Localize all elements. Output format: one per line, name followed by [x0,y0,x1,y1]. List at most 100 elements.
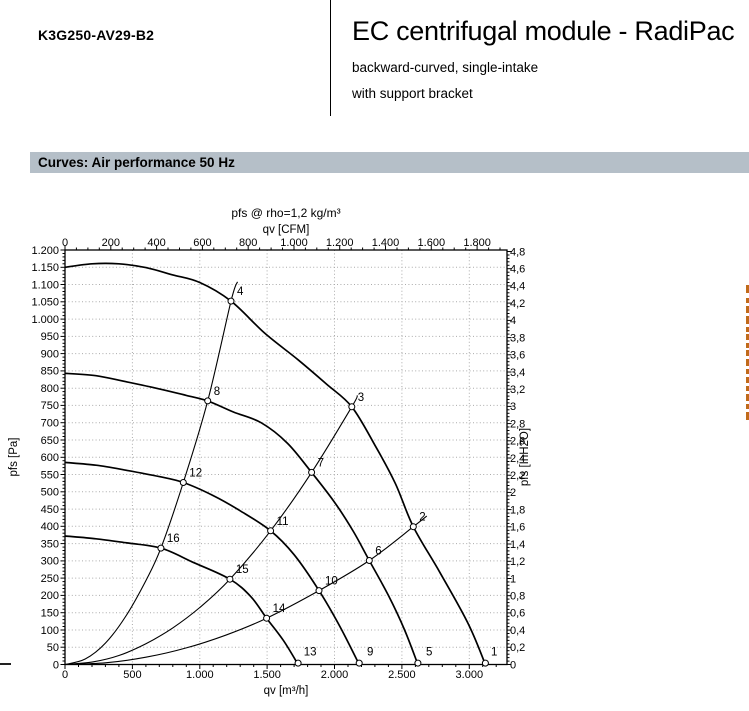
x-top-tick-label: 800 [239,237,257,249]
operating-point-4 [227,297,235,305]
free-delivery-point-5 [414,659,422,667]
operating-point-10 [315,587,323,595]
edge-mark-segment [746,316,749,324]
edge-mark-segment [746,386,749,391]
section-header-title: Curves: Air performance 50 Hz [38,155,235,170]
x-bottom-tick-label: 1.500 [253,669,281,681]
y-right-tick-label: 2,4 [510,453,525,465]
y-left-tick-label: 650 [41,435,59,447]
y-right-tick-label: 3 [510,401,516,413]
y-right-tick-label: 0,4 [510,625,525,637]
system-curve-b [64,395,358,666]
y-right-tick-label: 2,6 [510,436,525,448]
y-left-tick-label: 200 [41,590,59,602]
y-left-tick-label: 1.050 [31,297,59,309]
y-right-tick-label: 4,6 [510,264,525,276]
y-left-tick-label: 100 [41,625,59,637]
free-point-label-5: 5 [426,646,432,658]
operating-point-label-6: 6 [375,546,381,558]
system-curve-a [64,281,239,666]
x-top-axis-label: qv [CFM] [263,224,310,236]
y-left-tick-label: 500 [41,487,59,499]
operating-point-16 [157,544,165,552]
edge-mark-segment [746,369,749,374]
y-right-tick-label: 4,2 [510,298,525,310]
y-right-tick-label: 3,4 [510,367,525,379]
operating-point-label-7: 7 [318,457,324,469]
x-bottom-tick-label: 2.000 [321,669,349,681]
y-left-tick-label: 850 [41,366,59,378]
x-top-tick-label: 1.200 [326,237,354,249]
x-top-tick-label: 200 [102,237,120,249]
operating-point-3 [348,403,356,411]
operating-point-label-11: 11 [277,516,289,528]
y-right-tick-label: 3,6 [510,350,525,362]
y-left-tick-label: 800 [41,383,59,395]
y-right-tick-label: 3,8 [510,332,525,344]
y-right-tick-label: 1,6 [510,522,525,534]
model-number: K3G250-AV29-B2 [38,27,155,43]
x-top-tick-label: 1.600 [418,237,446,249]
y-left-tick-label: 1.100 [31,279,59,291]
x-top-tick-label: 1.800 [463,237,491,249]
header-divider [330,0,331,116]
y-left-tick-label: 350 [41,538,59,550]
y-right-tick-label: 2,2 [510,470,525,482]
edge-mark-segment [746,285,749,293]
y-right-tick-label: 4,4 [510,281,525,293]
operating-point-label-2: 2 [419,512,425,524]
operating-point-12 [179,479,187,486]
edge-mark-segment [746,359,749,366]
x-top-tick-label: 600 [193,237,211,249]
operating-point-11 [267,527,275,535]
y-right-tick-label: 1 [510,573,516,585]
x-top-tick-label: 0 [62,237,68,249]
y-right-tick-label: 2 [510,487,516,499]
fan-curve-max [64,262,487,665]
operating-point-label-3: 3 [358,392,364,404]
section-header-bar: Curves: Air performance 50 Hz [30,152,749,173]
operating-point-label-15: 15 [236,564,249,576]
y-left-axis-label: pfs [Pa] [8,438,20,477]
fan-curve-2 [64,372,419,665]
chart-title: pfs @ rho=1,2 kg/m³ [231,206,340,220]
y-left-tick-label: 300 [41,556,59,568]
y-left-tick-label: 150 [41,608,59,620]
y-left-tick-label: 550 [41,469,59,481]
operating-point-label-12: 12 [189,468,202,480]
y-left-tick-label: 900 [41,348,59,360]
left-crop-mark [0,663,11,665]
y-left-tick-label: 1.000 [31,314,59,326]
operating-point-15 [226,575,234,583]
y-left-tick-label: 50 [47,642,59,654]
operating-point-2 [409,523,417,531]
y-right-tick-label: 1,4 [510,539,525,551]
y-right-tick-label: 0,6 [510,608,525,620]
y-left-tick-label: 700 [41,418,59,430]
operating-point-14 [263,614,271,622]
fan-curve-3 [64,461,360,665]
x-top-tick-label: 1.000 [280,237,308,249]
edge-mark-segment [746,412,749,420]
fan-curve-min [64,535,299,665]
y-right-tick-label: 2,8 [510,418,525,430]
y-right-tick-label: 0 [510,659,516,671]
operating-point-label-14: 14 [273,603,286,615]
y-left-tick-label: 1.150 [31,262,59,274]
y-right-tick-label: 0,8 [510,591,525,603]
y-left-tick-label: 600 [41,452,59,464]
edge-mark-segment [746,298,749,303]
y-right-tick-label: 0,2 [510,642,525,654]
x-bottom-axis-label: qv [m³/h] [264,685,309,697]
y-left-tick-label: 950 [41,331,59,343]
y-right-tick-label: 4 [510,315,516,327]
free-point-label-9: 9 [367,646,373,658]
free-delivery-point-13 [294,659,302,667]
operating-point-8 [204,397,212,405]
y-left-tick-label: 250 [41,573,59,585]
y-left-tick-label: 400 [41,521,59,533]
x-top-tick-label: 1.400 [372,237,400,249]
page-title: EC centrifugal module - RadiPac [352,16,735,46]
